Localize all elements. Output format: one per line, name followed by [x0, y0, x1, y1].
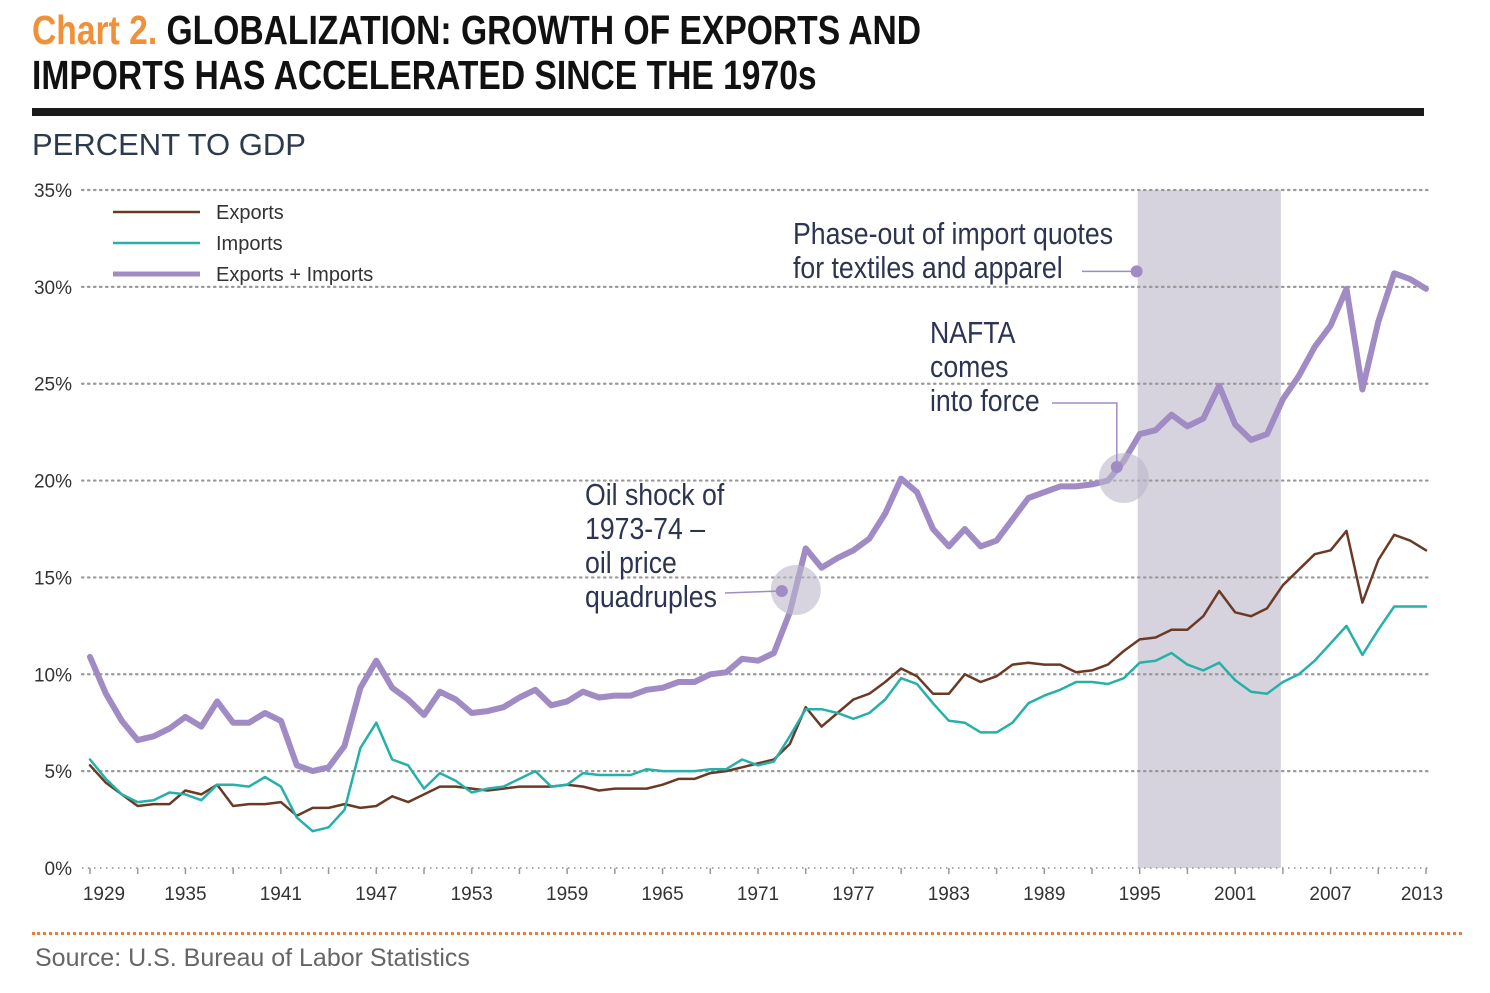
annotation-dot-nafta [1110, 461, 1123, 474]
annotation-text-nafta: into force [930, 384, 1040, 418]
annotation-dot-textiles [1130, 265, 1143, 278]
x-tick-label: 1929 [83, 884, 125, 905]
x-tick-label: 2007 [1309, 884, 1351, 905]
annotation-text-textiles: for textiles and apparel [793, 251, 1063, 285]
x-tick-label: 1953 [451, 884, 493, 905]
annotation-text-oil: quadruples [585, 580, 717, 614]
annotation-halo-nafta [1098, 453, 1149, 504]
y-tick-label: 30% [34, 278, 72, 299]
annotation-halo-oil [770, 564, 821, 615]
annotation-leader-nafta [1052, 402, 1118, 468]
annotation-leader-oil [724, 590, 782, 594]
chart-title: Chart 2. GLOBALIZATION: GROWTH OF EXPORT… [32, 8, 921, 98]
source-divider [32, 932, 1462, 935]
y-tick-label: 15% [34, 568, 72, 589]
annotation-text-textiles: Phase-out of import quotes [793, 217, 1113, 251]
legend-label-imports: Imports [216, 233, 283, 255]
y-tick-label: 35% [34, 181, 72, 202]
annotation-text-oil: Oil shock of [585, 478, 725, 512]
title-line-2: IMPORTS HAS ACCELERATED SINCE THE 1970s [32, 52, 817, 98]
series-line-exports [88, 529, 1428, 817]
legend-label-exports: Exports [216, 202, 284, 224]
annotation-dot-oil [775, 584, 788, 597]
x-tick-label: 1965 [641, 884, 683, 905]
source-note: Source: U.S. Bureau of Labor Statistics [35, 944, 470, 972]
x-tick-label: 1989 [1023, 884, 1065, 905]
x-tick-label: 1971 [737, 884, 779, 905]
x-tick-label: 1995 [1119, 884, 1161, 905]
annotation-text-nafta: NAFTA [930, 316, 1016, 350]
y-tick-label: 25% [34, 375, 72, 396]
annotation-text-oil: 1973-74 – [585, 512, 706, 546]
x-tick-label: 1977 [832, 884, 874, 905]
y-tick-label: 10% [34, 665, 72, 686]
chart-label: Chart 2. [32, 7, 158, 53]
y-tick-label: 5% [45, 762, 73, 783]
shaded-period [1137, 190, 1281, 868]
x-tick-label: 1959 [546, 884, 588, 905]
y-tick-label: 20% [34, 472, 72, 493]
y-tick-label: 0% [45, 859, 73, 880]
x-tick-label: 1947 [355, 884, 397, 905]
annotation-text-oil: oil price [585, 546, 677, 580]
annotation-text-nafta: comes [930, 350, 1009, 384]
title-line-1: GLOBALIZATION: GROWTH OF EXPORTS AND [166, 7, 922, 53]
y-axis-label: PERCENT TO GDP [32, 127, 306, 162]
legend-label-total: Exports + Imports [216, 264, 373, 286]
x-tick-label: 2001 [1214, 884, 1256, 905]
x-tick-label: 1941 [260, 884, 302, 905]
title-rule [32, 108, 1424, 116]
x-tick-label: 2013 [1401, 884, 1443, 905]
x-tick-label: 1983 [928, 884, 970, 905]
x-tick-label: 1935 [164, 884, 206, 905]
series-line-total [87, 270, 1429, 775]
series-line-imports [88, 605, 1428, 833]
